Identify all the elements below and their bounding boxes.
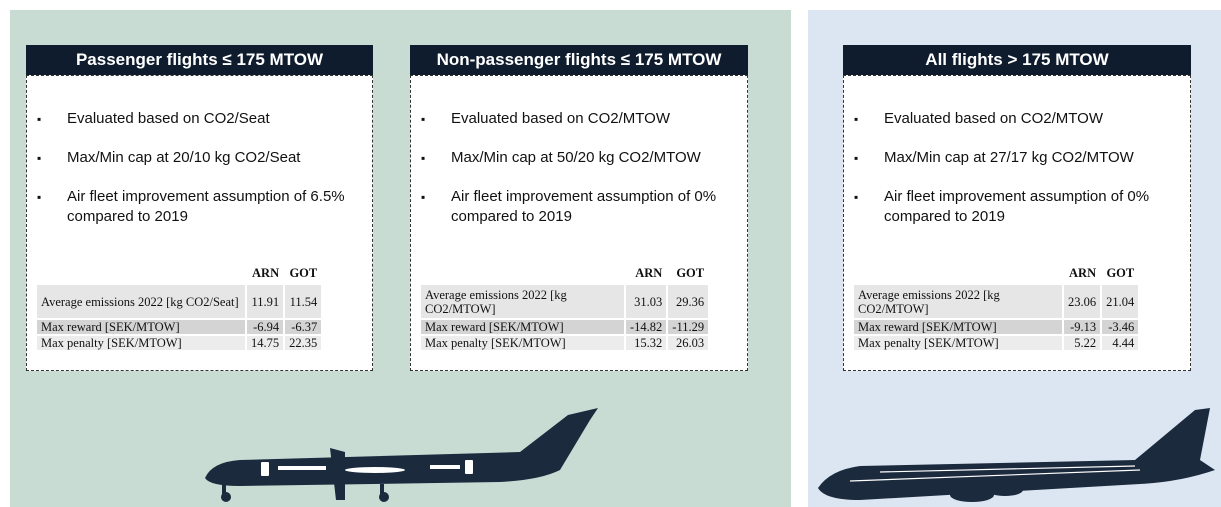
bullet: Air fleet improvement assumption of 6.5%… [37,187,364,227]
table-row: Max reward [SEK/MTOW]-6.94-6.37 [37,320,321,334]
bullet: Air fleet improvement assumption of 0% c… [854,187,1182,227]
blank-header [37,266,245,283]
row-label: Max reward [SEK/MTOW] [854,320,1062,334]
column-header: ARN [1062,266,1100,283]
bullet: Max/Min cap at 50/20 kg CO2/MTOW [421,148,739,168]
cell-value: 29.36 [666,285,708,318]
cell-value: -11.29 [666,320,708,334]
row-label: Average emissions 2022 [kg CO2/Seat] [37,285,245,318]
cell-value: 14.75 [245,336,283,350]
table-row: Average emissions 2022 [kg CO2/MTOW]31.0… [421,285,708,318]
row-label: Max penalty [SEK/MTOW] [421,336,624,350]
cell-value: 4.44 [1100,336,1138,350]
turboprop [205,408,598,502]
card-box: Evaluated based on CO2/MTOW Max/Min cap a… [843,75,1191,371]
cell-value: -14.82 [624,320,666,334]
row-label: Max reward [SEK/MTOW] [421,320,624,334]
cell-value: 21.04 [1100,285,1138,318]
row-label: Max penalty [SEK/MTOW] [854,336,1062,350]
jet [818,408,1215,502]
table-row: Max reward [SEK/MTOW]-14.82-11.29 [421,320,708,334]
cell-value: 26.03 [666,336,708,350]
column-header: ARN [245,266,283,283]
bullet: Max/Min cap at 20/10 kg CO2/Seat [37,148,364,168]
blank-header [854,266,1062,283]
column-header: GOT [1100,266,1138,283]
card-box: Evaluated based on CO2/Seat Max/Min cap a… [26,75,373,371]
slide: {"cards": [ {"title": "Passenger flights… [0,0,1221,507]
row-label: Max penalty [SEK/MTOW] [37,336,245,350]
bullet: Max/Min cap at 27/17 kg CO2/MTOW [854,148,1182,168]
card: Non-passenger flights ≤ 175 MTOWEvaluate… [410,45,748,75]
cell-value: 5.22 [1062,336,1100,350]
card: Passenger flights ≤ 175 MTOWEvaluated ba… [26,45,373,75]
blank-header [421,266,624,283]
cell-value: 15.32 [624,336,666,350]
card: All flights > 175 MTOWEvaluated based on… [843,45,1191,75]
cell-value: -6.37 [283,320,321,334]
card-box: Evaluated based on CO2/MTOW Max/Min cap a… [410,75,748,371]
cell-value: 22.35 [283,336,321,350]
cell-value: 11.91 [245,285,283,318]
table-row: Max reward [SEK/MTOW]-9.13-3.46 [854,320,1138,334]
cell-value: -6.94 [245,320,283,334]
row-label: Max reward [SEK/MTOW] [37,320,245,334]
cell-value: 31.03 [624,285,666,318]
cell-value: 11.54 [283,285,321,318]
row-label: Average emissions 2022 [kg CO2/MTOW] [854,285,1062,318]
column-header: GOT [283,266,321,283]
bullet: Evaluated based on CO2/Seat [37,109,364,129]
bullet: Evaluated based on CO2/MTOW [854,109,1182,129]
cell-value: -3.46 [1100,320,1138,334]
cell-value: -9.13 [1062,320,1100,334]
card-title: All flights > 175 MTOW [843,45,1191,75]
card-title: Passenger flights ≤ 175 MTOW [26,45,373,75]
table-row: Average emissions 2022 [kg CO2/MTOW]23.0… [854,285,1138,318]
bullet: Air fleet improvement assumption of 0% c… [421,187,739,227]
bullet: Evaluated based on CO2/MTOW [421,109,739,129]
cell-value: 23.06 [1062,285,1100,318]
table-row: Average emissions 2022 [kg CO2/Seat]11.9… [37,285,321,318]
column-header: ARN [624,266,666,283]
card-title: Non-passenger flights ≤ 175 MTOW [410,45,748,75]
row-label: Average emissions 2022 [kg CO2/MTOW] [421,285,624,318]
column-header: GOT [666,266,708,283]
